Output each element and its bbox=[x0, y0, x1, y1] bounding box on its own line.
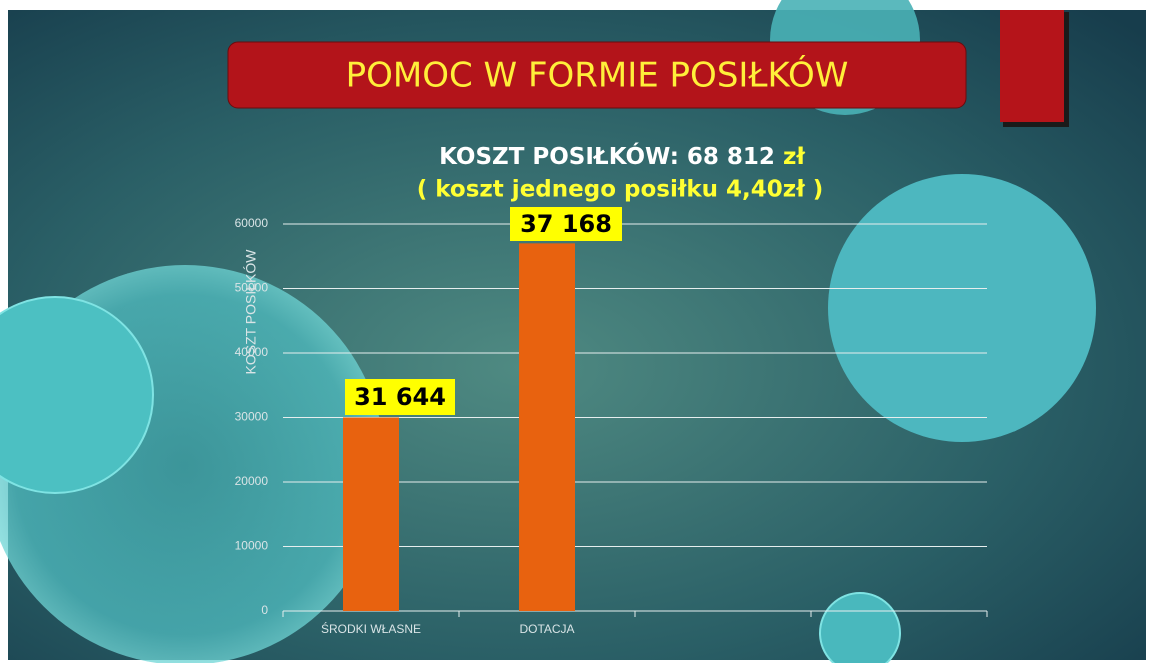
y-tick-label: 10000 bbox=[235, 539, 269, 553]
x-tick-label: ŚRODKI WŁASNE bbox=[321, 621, 421, 636]
chart-title: POMOC W FORMIE POSIŁKÓW bbox=[346, 55, 849, 96]
x-tick-label: DOTACJA bbox=[519, 622, 574, 636]
annotation-box bbox=[345, 379, 455, 415]
plot: 0 10000 20000 30000 40000 50000 60000 ŚRODKI WŁ… bbox=[235, 216, 988, 636]
subtitle: ( koszt jednego posiłku 4,40zł ) bbox=[417, 177, 824, 203]
heading: KOSZT POSIŁKÓW: 68 812 zł bbox=[439, 142, 805, 170]
annotation-box bbox=[510, 207, 622, 241]
decor-circle bbox=[819, 592, 901, 663]
heading-text: KOSZT POSIŁKÓW: 68 812 bbox=[439, 142, 775, 170]
bar bbox=[519, 243, 575, 611]
heading-unit: zł bbox=[783, 144, 805, 170]
y-tick-label: 20000 bbox=[235, 474, 269, 488]
y-tick-label: 60000 bbox=[235, 216, 269, 230]
y-tick-label: 30000 bbox=[235, 410, 269, 424]
y-tick-label: 0 bbox=[261, 603, 268, 617]
title-box bbox=[227, 41, 967, 109]
annotation: 37 168 bbox=[520, 210, 612, 238]
decor-circle bbox=[0, 296, 154, 494]
bar bbox=[343, 417, 399, 611]
y-tick-label: 40000 bbox=[235, 345, 269, 359]
y-axis-label: KOSZT POSIŁKÓW bbox=[243, 249, 259, 375]
decor-block bbox=[1000, 10, 1064, 122]
y-tick-label: 50000 bbox=[235, 281, 269, 295]
annotation: 31 644 bbox=[354, 383, 446, 411]
decor-circle bbox=[828, 174, 1096, 442]
